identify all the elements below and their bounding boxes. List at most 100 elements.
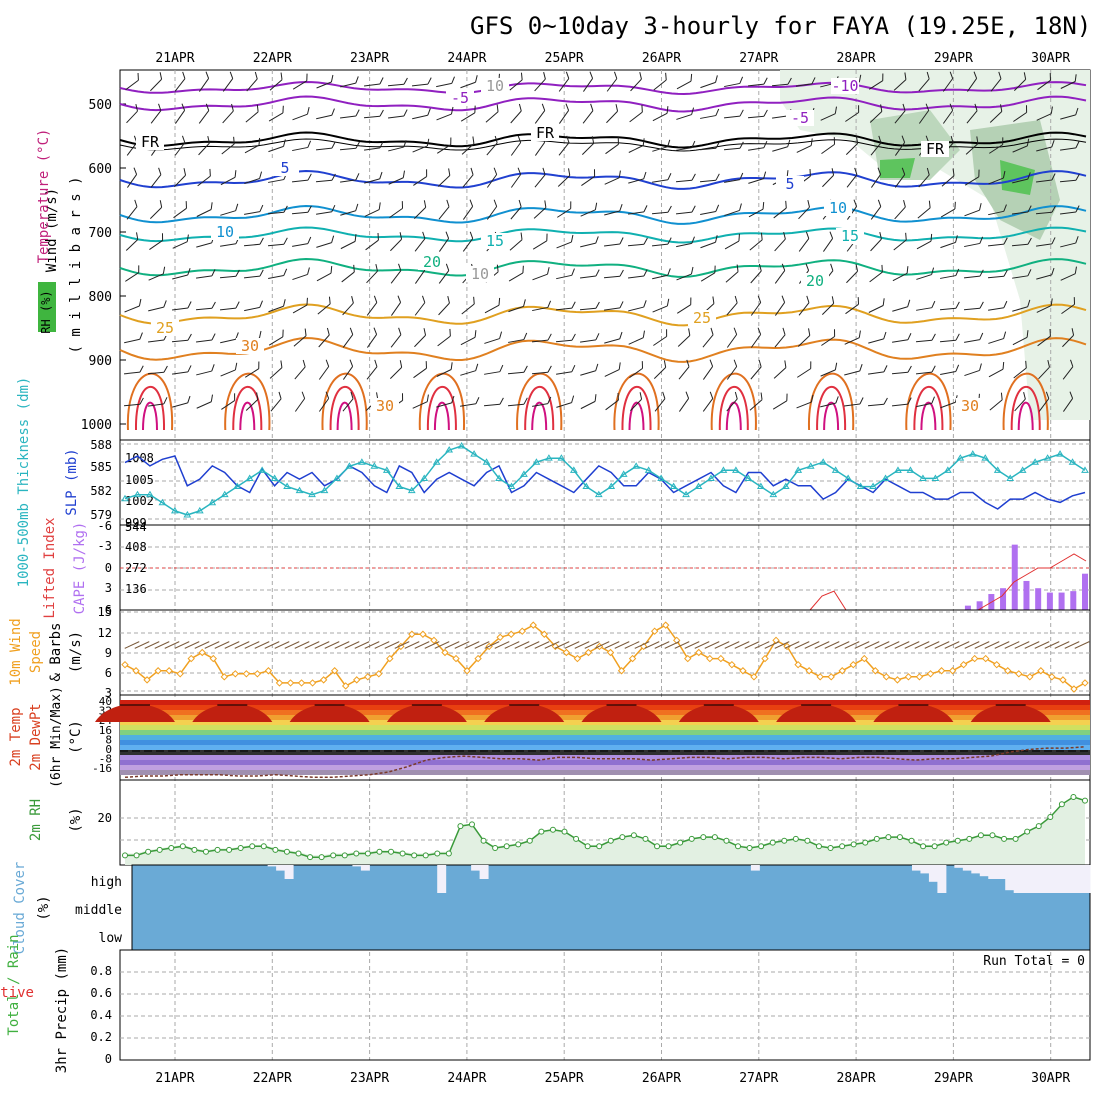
rh-series-point: [226, 846, 233, 853]
sfc-wind-barb-shaft: [284, 641, 300, 649]
wind-barb-shaft: [653, 79, 667, 91]
temp-tick: 40: [99, 695, 112, 708]
sfc-wind-barb-shaft: [904, 641, 920, 649]
wind-speed-point: [993, 660, 1001, 669]
wind-barb: [628, 171, 647, 184]
wind-barb-flag: [402, 170, 406, 178]
wind-barb-flag: [351, 295, 354, 304]
wind-barb-shaft: [460, 403, 476, 407]
rh-series-point: [989, 832, 996, 839]
wind-barb-shaft: [532, 273, 548, 281]
wind-barb-shaft: [628, 337, 644, 345]
wind-barb-flag: [639, 72, 642, 80]
wind-barb-flag: [806, 295, 810, 303]
wind-barb: [556, 364, 576, 375]
wind-barb-shaft: [1060, 147, 1076, 151]
sfc-wind-barb-shaft: [994, 641, 1010, 649]
wind-barb-shaft: [172, 307, 188, 311]
thickness-series-point: [407, 486, 416, 494]
sfc-wind-barb-shaft: [494, 641, 510, 649]
sfc-wind-barb: [784, 641, 800, 649]
wind-barb-shaft: [195, 307, 213, 311]
wind-barb-flag: [979, 301, 984, 309]
wind-barb-flag: [979, 363, 982, 371]
wind-barb-flag: [733, 359, 738, 367]
wind-barb-flag: [280, 72, 283, 80]
wind-barb-flag: [282, 329, 284, 337]
li-tick: 3: [105, 581, 112, 595]
wind-barb-flag: [928, 200, 931, 208]
wind-barb: [436, 106, 454, 121]
wind-barb-shaft: [533, 207, 547, 219]
wind-barb-flag: [139, 397, 144, 405]
wind-speed-point: [739, 667, 747, 675]
sfc-wind-barb-shaft: [764, 641, 780, 649]
wind-barb-shaft: [723, 147, 741, 151]
thickness-series-point: [507, 482, 516, 490]
wind-barb: [1060, 236, 1079, 248]
wind-barb: [150, 167, 162, 188]
temp-tick: 8: [105, 733, 112, 746]
wind-barb-flag: [159, 72, 163, 80]
rh-series-point: [804, 837, 811, 844]
wind-barb-shaft: [606, 110, 618, 124]
rh-series-point: [885, 834, 892, 841]
wind-barb-flag: [330, 74, 334, 83]
wind-barb: [414, 231, 426, 252]
wind-barb-shaft: [774, 238, 786, 252]
wind-barb: [796, 138, 813, 153]
wind-speed-point: [695, 648, 703, 657]
wind-barb-shaft: [484, 304, 500, 314]
wind-barb: [150, 72, 163, 92]
wind-barb: [364, 77, 384, 87]
isotherm-loop-35: [613, 372, 660, 431]
wind-barb-flag: [449, 328, 451, 337]
wind-barb-shaft: [700, 115, 716, 119]
wind-barb-shaft: [867, 403, 885, 407]
wind-barb-flag: [949, 71, 954, 79]
wind-barb-shaft: [941, 175, 955, 187]
sfc-wind-barb-shaft: [514, 641, 530, 649]
contour-label-bg: [371, 398, 399, 414]
wind-barb: [1036, 173, 1056, 183]
wind-barb-shaft: [747, 83, 765, 87]
wind-barb-shaft: [174, 110, 186, 124]
sfc-wind-barb-shaft: [814, 641, 830, 649]
wind-barb: [509, 72, 523, 91]
wind-speed-point: [948, 667, 957, 675]
cape-tick: 544: [125, 520, 147, 534]
wind-barb-shaft: [172, 241, 188, 249]
wind-barb-shaft: [484, 371, 500, 375]
wind-barb-flag: [234, 362, 238, 371]
wind-barb-flag: [855, 136, 859, 144]
contour-label: 25: [156, 319, 174, 337]
thickness-series-point: [320, 486, 329, 494]
wind-barb-shaft: [724, 179, 740, 183]
wind-barb-shaft: [869, 111, 883, 123]
wind-barb-flag: [565, 103, 570, 111]
wind-barb-flag: [830, 263, 834, 271]
wind-barb: [604, 331, 623, 344]
wind-barb-shaft: [556, 371, 572, 375]
wind-speed-point: [441, 648, 449, 657]
wind-barb-flag: [834, 362, 838, 370]
wind-barb-shaft: [870, 206, 882, 220]
wind-barb-shaft: [1037, 335, 1051, 347]
wind-barb-flag: [925, 103, 930, 111]
rh-series-point: [920, 843, 927, 850]
wind-barb-flag: [715, 204, 720, 212]
wind-barb-flag: [619, 204, 623, 212]
wind-barb-flag: [566, 135, 570, 143]
wind-barb-flag: [186, 234, 189, 242]
rh-series-point: [630, 832, 637, 839]
wind-barb: [725, 264, 739, 283]
wind-barb-shaft: [675, 179, 693, 183]
wind-barb-flag: [762, 201, 765, 210]
sfc-wind-barb-shaft: [694, 641, 710, 649]
wind-barb-shaft: [678, 366, 690, 380]
wind-barb-flag: [1051, 205, 1056, 213]
wind-barb: [485, 104, 499, 123]
wind-barb: [556, 268, 575, 280]
wind-barb-shaft: [436, 402, 452, 408]
wind-barb-shaft: [868, 305, 884, 313]
